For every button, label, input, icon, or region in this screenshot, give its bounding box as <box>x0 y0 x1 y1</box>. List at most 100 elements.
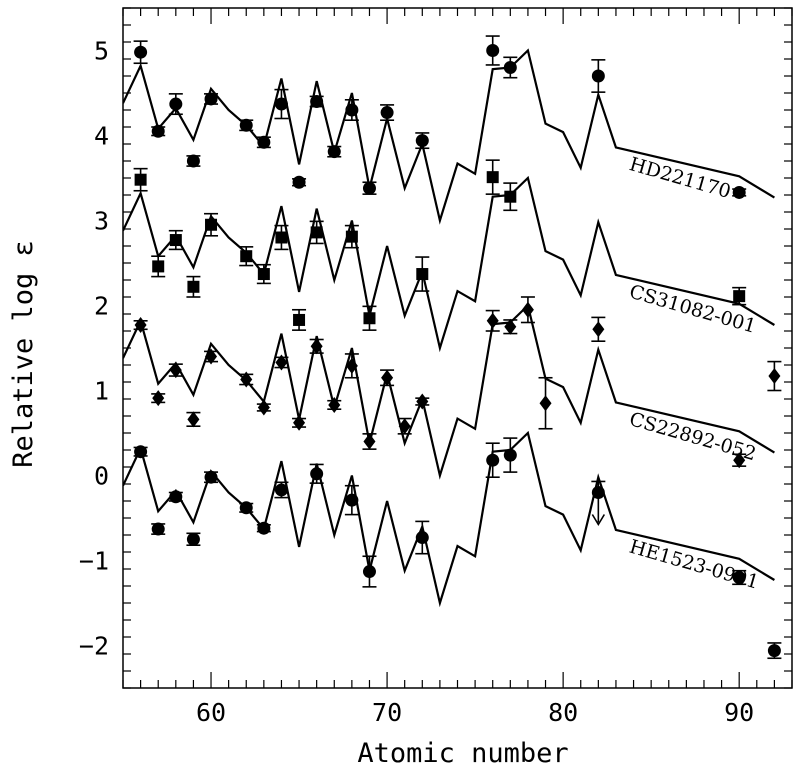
y-tick-label: 4 <box>94 122 109 151</box>
star-label: CS22892-052 <box>627 408 759 465</box>
data-point <box>134 173 147 186</box>
data-point <box>328 396 341 413</box>
plot-frame <box>122 7 793 689</box>
data-point <box>257 135 271 149</box>
data-point <box>257 399 270 416</box>
data-point <box>310 338 323 355</box>
star-label: HE1523-0901 <box>627 536 761 594</box>
data-point <box>204 470 218 484</box>
data-point <box>169 362 182 379</box>
data-point <box>187 411 200 428</box>
data-point <box>186 532 200 546</box>
data-point <box>592 321 605 338</box>
data-point <box>169 97 183 111</box>
data-point <box>363 433 376 450</box>
upper-limit-arrow <box>591 514 606 527</box>
data-point <box>486 171 499 184</box>
data-point <box>486 453 500 467</box>
y-tick-label: 0 <box>94 462 109 491</box>
data-point <box>362 181 376 195</box>
data-point <box>363 312 376 325</box>
series-HD221170 <box>133 35 747 199</box>
data-point <box>591 486 605 499</box>
data-point <box>767 644 781 658</box>
data-point <box>152 260 165 273</box>
data-point <box>205 348 218 365</box>
data-point <box>274 97 288 111</box>
y-tick-label: 2 <box>94 292 109 321</box>
data-point <box>345 103 359 117</box>
data-point <box>152 390 165 407</box>
x-tick-label: 80 <box>548 698 578 727</box>
data-point <box>239 501 253 515</box>
data-point <box>257 521 271 535</box>
data-point <box>275 231 288 244</box>
y-tick-label: 3 <box>94 207 109 236</box>
data-point <box>240 250 253 263</box>
model-line-CS22892-052 <box>123 303 775 480</box>
data-point <box>274 483 288 497</box>
star-label: HD221170 <box>627 153 733 203</box>
series-CS22892-052 <box>133 296 782 469</box>
x-tick-label: 90 <box>724 698 754 727</box>
x-axis-title: Atomic number <box>357 738 568 769</box>
data-point <box>134 445 148 459</box>
data-point <box>415 134 429 148</box>
data-point <box>293 313 306 326</box>
data-point <box>151 522 165 536</box>
data-point <box>275 354 288 371</box>
data-point <box>521 301 534 318</box>
data-point <box>257 268 270 281</box>
y-axis-title: Relative log ε <box>8 240 39 468</box>
data-point <box>292 175 306 189</box>
data-point <box>310 95 324 108</box>
data-point <box>732 185 746 199</box>
x-tick-label: 70 <box>372 698 402 727</box>
data-point <box>416 268 429 281</box>
data-point <box>310 226 323 239</box>
data-point <box>504 318 517 335</box>
data-point <box>310 467 324 481</box>
data-point <box>345 493 359 507</box>
data-point <box>415 531 429 545</box>
data-point <box>486 312 499 329</box>
data-point <box>591 69 605 83</box>
data-point <box>186 154 200 168</box>
data-point <box>169 490 183 504</box>
data-point <box>733 452 746 469</box>
data-point <box>733 290 746 303</box>
y-tick-label: −1 <box>79 547 109 576</box>
data-point <box>134 45 148 59</box>
data-point <box>768 368 781 385</box>
data-point <box>205 218 218 231</box>
data-point <box>345 357 358 374</box>
axes: 60 70 80 90 −2 −1 0 1 2 3 4 5 <box>79 7 793 727</box>
data-point <box>381 369 394 386</box>
data-point <box>293 414 306 431</box>
data-point <box>539 395 552 412</box>
model-line-HE1523-0901 <box>123 430 775 608</box>
y-tick-label: 5 <box>94 37 109 66</box>
data-point <box>503 448 517 462</box>
model-line-HD221170 <box>123 48 775 225</box>
data-point <box>169 234 182 247</box>
series-CS31082-001 <box>133 159 747 331</box>
data-point <box>504 190 517 203</box>
data-points <box>133 35 782 660</box>
data-point <box>240 371 253 388</box>
data-point <box>345 230 358 243</box>
data-point <box>362 565 376 579</box>
data-point <box>187 280 200 293</box>
model-lines <box>123 48 775 608</box>
data-point <box>151 124 165 138</box>
y-tick-label: −2 <box>79 632 109 661</box>
star-labels: HD221170CS31082-001CS22892-052HE1523-090… <box>627 153 761 593</box>
model-line-CS31082-001 <box>123 175 775 353</box>
data-point <box>327 145 341 159</box>
data-point <box>732 571 746 584</box>
data-point <box>204 92 218 106</box>
data-point <box>398 418 411 435</box>
data-point <box>416 393 429 410</box>
data-point <box>239 118 253 132</box>
